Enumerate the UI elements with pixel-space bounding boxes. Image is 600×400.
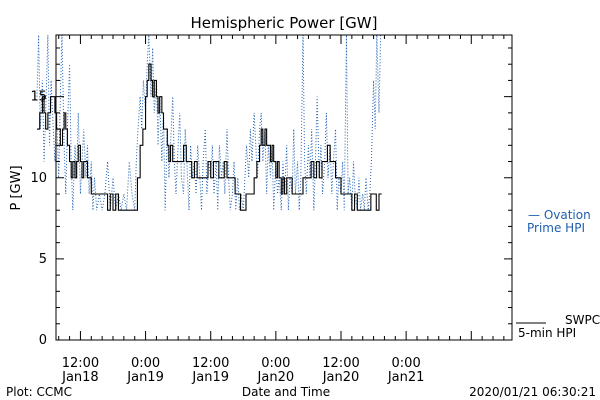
y-axis-ticks: 0 5 10 15 — [30, 47, 512, 348]
y-tick-label: 0 — [39, 333, 47, 348]
y-tick-label: 5 — [39, 252, 47, 267]
x-axis-label: Date and Time — [242, 385, 330, 399]
x-tick-label-date: Jan19 — [126, 370, 164, 385]
series-ovation-line — [36, 34, 382, 211]
x-tick-label-time: 12:00 — [192, 356, 229, 371]
x-tick-label-time: 12:00 — [62, 356, 99, 371]
chart-title: Hemispheric Power [GW] — [191, 14, 378, 32]
plot-frame — [55, 34, 513, 341]
y-tick-label: 10 — [30, 171, 47, 186]
x-tick-label-time: 0:00 — [261, 356, 290, 371]
legend-swpc-line2: 5-min HPI — [518, 326, 576, 340]
x-tick-label-time: 0:00 — [392, 356, 421, 371]
x-tick-label-date: Jan20 — [322, 370, 360, 385]
x-tick-label-time: 0:00 — [131, 356, 160, 371]
series-swpc-line — [37, 63, 382, 211]
x-axis-ticks: 12:00Jan180:00Jan1912:00Jan190:00Jan2012… — [58, 35, 505, 385]
y-tick-label: 15 — [30, 90, 47, 105]
footer-timestamp: 2020/01/21 06:30:21 — [469, 385, 596, 399]
x-tick-label-time: 12:00 — [322, 356, 359, 371]
y-axis-label: P [GW] — [9, 165, 24, 210]
legend-ovation-line2: Prime HPI — [527, 221, 585, 235]
x-tick-label-date: Jan21 — [387, 370, 425, 385]
x-tick-label-date: Jan20 — [257, 370, 295, 385]
legend-swpc-line1: SWPC — [565, 313, 600, 327]
x-tick-label-date: Jan18 — [61, 370, 99, 385]
footer-plot-credit: Plot: CCMC — [6, 385, 72, 399]
legend-ovation-line1: — Ovation — [528, 208, 591, 222]
data-series — [36, 34, 382, 211]
x-tick-label-date: Jan19 — [191, 370, 229, 385]
